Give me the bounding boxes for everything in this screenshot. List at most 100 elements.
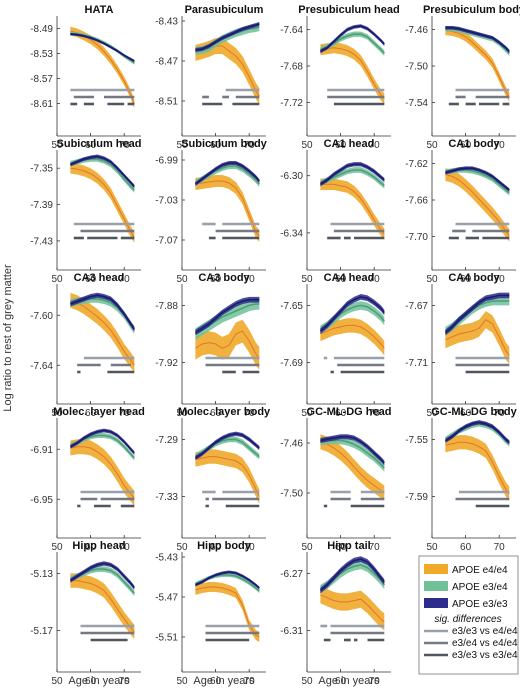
- x-tick-label: 60: [85, 274, 97, 285]
- series-line-2: [444, 294, 510, 334]
- x-tick-label: 50: [51, 542, 63, 553]
- y-tick-label: -6.99: [155, 156, 178, 167]
- y-tick-label: -7.70: [405, 232, 428, 243]
- confidence-band-2: [320, 294, 385, 334]
- x-tick-label: 50: [176, 140, 188, 151]
- x-tick-label: 50: [426, 274, 438, 285]
- x-tick-label: 70: [369, 140, 381, 151]
- x-tick-label: 60: [335, 274, 347, 285]
- x-tick-label: 60: [335, 676, 347, 687]
- legend-label: APOE e3/e3: [452, 599, 508, 610]
- y-tick-label: -5.17: [30, 626, 53, 637]
- panel-5: Subiculum body-6.99 -7.03 -7.07 50 60 70: [155, 138, 267, 285]
- y-tick-label: -7.62: [405, 159, 428, 170]
- y-tick-label: -8.57: [30, 74, 53, 85]
- x-tick-label: 60: [335, 140, 347, 151]
- x-tick-label: 60: [85, 676, 97, 687]
- x-tick-label: 60: [460, 408, 472, 419]
- series-line-0: [445, 441, 510, 495]
- x-tick-label: 60: [210, 542, 222, 553]
- x-tick-label: 60: [210, 408, 222, 419]
- y-tick-label: -7.59: [405, 492, 428, 503]
- series-line-2: [70, 429, 135, 454]
- series-line-0: [70, 446, 135, 499]
- confidence-band-1: [320, 560, 385, 594]
- x-tick-label: 60: [335, 408, 347, 419]
- panel-title: Molec. layer head: [53, 406, 145, 418]
- panel-1: Parasubiculum -8.43 -8.47 -8.51 50 60 70: [155, 4, 266, 151]
- panel-6: CA1 head -6.30 -6.34 50 60 70: [280, 138, 391, 285]
- x-tick-label: 50: [426, 542, 438, 553]
- confidence-band-1: [70, 295, 135, 334]
- confidence-band-0: [320, 586, 385, 631]
- x-tick-label: 70: [494, 542, 506, 553]
- y-tick-label: -8.53: [30, 49, 53, 60]
- y-tick-label: -5.43: [155, 553, 178, 564]
- panel-10: CA4 head -7.65 -7.69 50 60 70: [280, 272, 391, 419]
- legend-swatch: [424, 564, 448, 574]
- y-tick-label: -6.91: [30, 445, 53, 456]
- x-tick-label: 70: [244, 542, 256, 553]
- y-tick-label: -5.51: [155, 633, 178, 644]
- series-line-2: [319, 558, 385, 592]
- confidence-band-1: [70, 433, 135, 461]
- series-line-2: [70, 294, 135, 330]
- panel-9: CA3 body -7.88 -7.92 50 60 70: [155, 272, 266, 419]
- panel-title: CA3 head: [74, 272, 125, 284]
- y-tick-label: -6.27: [280, 569, 303, 580]
- x-tick-label: 70: [369, 408, 381, 419]
- x-tick-label: 60: [85, 408, 97, 419]
- confidence-band-2: [70, 292, 135, 332]
- x-axis-labels: Age in years Age in years Age in years: [68, 675, 380, 687]
- confidence-band-2: [70, 561, 135, 590]
- confidence-band-0: [70, 573, 135, 640]
- confidence-band-0: [320, 434, 385, 501]
- panel-title: CA4 body: [448, 272, 500, 284]
- series-line-2: [319, 296, 385, 332]
- panel-title: CA3 body: [198, 272, 250, 284]
- y-tick-label: -8.51: [155, 97, 178, 108]
- panel-title: Hipp tail: [327, 540, 370, 552]
- confidence-band-0: [445, 311, 510, 364]
- series-line-2: [69, 562, 135, 589]
- panel-title: Subiculum head: [57, 138, 142, 150]
- x-tick-label: 70: [119, 408, 131, 419]
- panel-title: Presubiculum head: [298, 4, 399, 16]
- legend-sig-label: e3/e4 vs e4/e4: [452, 638, 518, 649]
- y-tick-label: -8.47: [155, 57, 178, 68]
- panel-4: Subiculum head -7.35 -7.39 -7.43 50 60 70: [30, 138, 141, 285]
- series-line-0: [195, 330, 260, 359]
- y-tick-label: -8.61: [30, 99, 53, 110]
- y-tick-label: -6.34: [280, 228, 303, 239]
- y-tick-label: -7.88: [155, 301, 178, 312]
- y-tick-label: -7.46: [405, 25, 428, 36]
- panel-title: CA4 head: [324, 272, 375, 284]
- x-tick-label: 60: [210, 140, 222, 151]
- confidence-band-2: [195, 296, 260, 336]
- x-tick-label: 50: [51, 676, 63, 687]
- x-tick-label: 70: [119, 274, 131, 285]
- x-axis-label: Age in years: [318, 675, 380, 687]
- y-tick-label: -7.64: [280, 25, 303, 36]
- y-tick-label: -7.54: [405, 98, 428, 109]
- x-tick-label: 50: [176, 408, 188, 419]
- x-tick-label: 50: [301, 542, 313, 553]
- panel-13: Molec. layer body -7.29 -7.33 50 60 70: [155, 406, 271, 553]
- panel-title: CA1 head: [324, 138, 375, 150]
- panel-title: CA1 body: [448, 138, 500, 150]
- x-tick-label: 70: [244, 676, 256, 687]
- x-tick-label: 60: [460, 274, 472, 285]
- legend-swatch: [424, 598, 448, 608]
- y-tick-label: -7.64: [30, 361, 53, 372]
- series-line-2: [444, 421, 510, 443]
- series-line-0: [70, 299, 135, 366]
- x-tick-label: 70: [494, 140, 506, 151]
- panel-16: Hipp head -5.13 -5.17 50 60 70: [30, 540, 141, 687]
- panel-title: Hipp head: [72, 540, 125, 552]
- panel-0: HATA -8.49 -8.53 -8.57 -8.61 50 60 70: [30, 4, 141, 151]
- x-tick-label: 50: [51, 274, 63, 285]
- confidence-band-1: [70, 566, 135, 597]
- y-tick-label: -6.30: [280, 171, 303, 182]
- x-tick-label: 60: [460, 140, 472, 151]
